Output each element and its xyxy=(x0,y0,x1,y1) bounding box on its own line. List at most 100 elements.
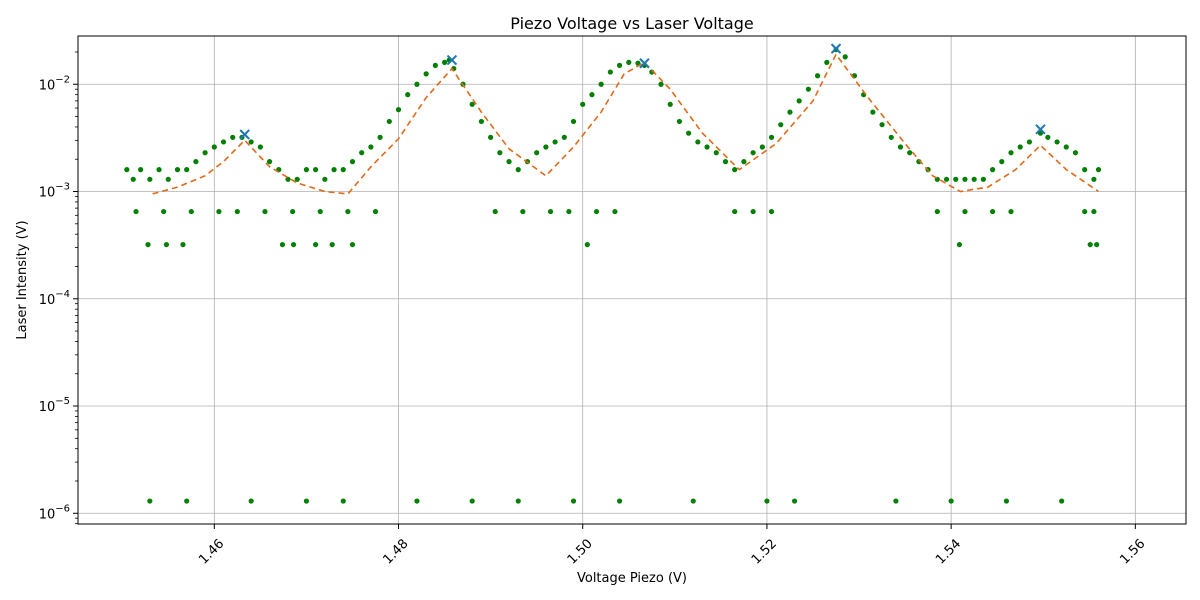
data-point xyxy=(345,208,351,215)
data-point xyxy=(764,498,770,504)
data-point xyxy=(174,167,181,173)
data-point xyxy=(313,241,319,248)
data-point xyxy=(156,167,162,173)
data-point xyxy=(349,241,356,248)
data-point xyxy=(971,176,977,182)
data-point xyxy=(1008,150,1014,156)
plot-area xyxy=(78,36,1186,524)
y-tick-label: 10−2 xyxy=(39,74,70,93)
peak-marker xyxy=(639,58,650,69)
data-point xyxy=(1008,208,1014,215)
data-point xyxy=(1063,144,1069,150)
data-point xyxy=(1087,241,1093,248)
data-point xyxy=(138,167,144,173)
data-point xyxy=(290,241,297,248)
data-point xyxy=(492,208,498,215)
data-point xyxy=(1094,241,1100,248)
plot-frame xyxy=(77,35,1187,525)
data-point xyxy=(248,498,254,504)
data-point xyxy=(741,159,747,165)
data-point xyxy=(980,176,986,182)
peak-marker xyxy=(446,54,458,66)
data-point xyxy=(616,62,623,68)
data-point xyxy=(796,98,802,104)
data-point xyxy=(750,150,756,156)
data-point xyxy=(414,81,420,87)
data-point xyxy=(279,241,286,248)
data-point xyxy=(768,134,775,140)
data-point xyxy=(584,241,590,248)
data-point xyxy=(145,241,151,248)
data-point xyxy=(1059,498,1065,504)
data-point xyxy=(349,159,356,165)
y-tick-label: 10−3 xyxy=(39,182,70,201)
data-point xyxy=(686,130,692,136)
data-point xyxy=(340,498,346,504)
data-points xyxy=(124,47,1102,504)
data-point xyxy=(667,101,673,107)
data-point xyxy=(543,144,549,150)
peak-marker xyxy=(239,129,250,140)
data-point xyxy=(193,159,199,165)
data-point xyxy=(488,134,494,140)
data-point xyxy=(285,176,291,182)
data-point xyxy=(368,144,374,150)
data-point xyxy=(787,109,793,115)
data-point xyxy=(842,54,848,60)
data-point xyxy=(962,208,968,215)
data-point xyxy=(124,167,130,173)
y-tick-label: 10−4 xyxy=(39,289,70,308)
x-axis-label: Voltage Piezo (V) xyxy=(577,571,687,586)
data-point xyxy=(266,159,273,165)
y-tick-label: 10−5 xyxy=(39,396,70,415)
data-point xyxy=(791,498,798,504)
data-point xyxy=(147,176,153,182)
data-point xyxy=(1017,144,1023,150)
chart-title: Piezo Voltage vs Laser Voltage xyxy=(510,14,753,33)
data-point xyxy=(999,159,1005,165)
data-point xyxy=(184,498,190,504)
data-point xyxy=(1095,167,1102,173)
data-point xyxy=(184,167,190,173)
data-point xyxy=(989,208,996,215)
peak-marker xyxy=(1035,124,1046,135)
data-point xyxy=(340,167,346,173)
data-point xyxy=(130,176,136,182)
data-point xyxy=(322,176,328,182)
data-point xyxy=(372,208,379,215)
data-point xyxy=(290,208,296,215)
data-point xyxy=(962,176,968,182)
data-point xyxy=(216,208,222,215)
data-point xyxy=(893,498,899,504)
data-point xyxy=(188,208,194,215)
data-point xyxy=(907,150,913,156)
data-point xyxy=(262,208,268,215)
data-point xyxy=(580,101,586,107)
data-point xyxy=(593,208,600,215)
data-point xyxy=(469,101,475,107)
data-point xyxy=(534,150,540,156)
data-point xyxy=(934,208,940,215)
data-point xyxy=(612,208,618,215)
data-point xyxy=(713,150,719,156)
data-point xyxy=(441,59,448,65)
data-point xyxy=(547,208,554,215)
data-point xyxy=(163,241,170,248)
data-point xyxy=(570,118,577,125)
data-point xyxy=(1045,134,1051,140)
data-point xyxy=(497,150,503,156)
data-point xyxy=(956,241,963,248)
data-point xyxy=(515,498,521,504)
data-point xyxy=(658,81,664,87)
peak-markers xyxy=(239,43,1046,140)
data-point xyxy=(303,167,310,173)
data-point xyxy=(230,134,236,140)
data-point xyxy=(133,208,139,215)
data-point xyxy=(506,159,512,165)
y-axis: 10−6 10−5 10−4 10−3 10−2 xyxy=(39,51,78,525)
data-point xyxy=(552,139,558,145)
data-point xyxy=(234,208,240,215)
y-tick-label: 10−6 xyxy=(39,503,70,522)
data-point xyxy=(405,92,411,98)
data-point xyxy=(478,118,485,125)
